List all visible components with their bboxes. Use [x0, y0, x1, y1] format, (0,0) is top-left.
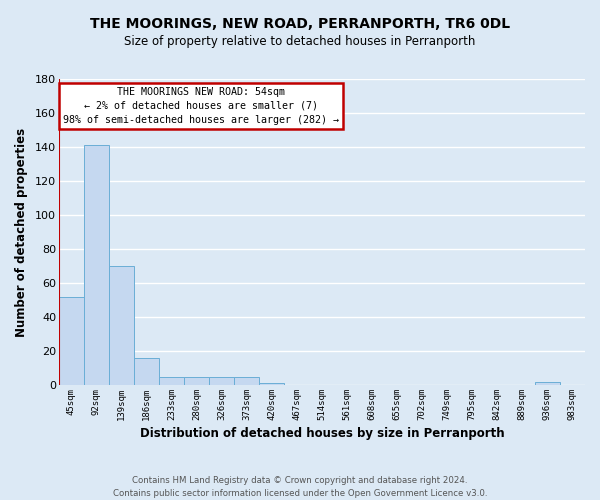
Bar: [84, 146, 109, 385]
X-axis label: Distribution of detached houses by size in Perranporth: Distribution of detached houses by size …: [140, 427, 504, 440]
Bar: [59, 296, 84, 385]
Bar: [234, 376, 259, 385]
Bar: [159, 376, 184, 385]
Bar: [184, 376, 209, 385]
Text: Size of property relative to detached houses in Perranporth: Size of property relative to detached ho…: [124, 35, 476, 48]
Text: THE MOORINGS NEW ROAD: 54sqm
← 2% of detached houses are smaller (7)
98% of semi: THE MOORINGS NEW ROAD: 54sqm ← 2% of det…: [63, 86, 339, 124]
Text: THE MOORINGS, NEW ROAD, PERRANPORTH, TR6 0DL: THE MOORINGS, NEW ROAD, PERRANPORTH, TR6…: [90, 18, 510, 32]
Text: Contains HM Land Registry data © Crown copyright and database right 2024.
Contai: Contains HM Land Registry data © Crown c…: [113, 476, 487, 498]
Bar: [109, 266, 134, 385]
Bar: [134, 358, 159, 385]
Bar: [209, 376, 234, 385]
Y-axis label: Number of detached properties: Number of detached properties: [15, 128, 28, 336]
Bar: [259, 384, 284, 385]
Bar: [535, 382, 560, 385]
